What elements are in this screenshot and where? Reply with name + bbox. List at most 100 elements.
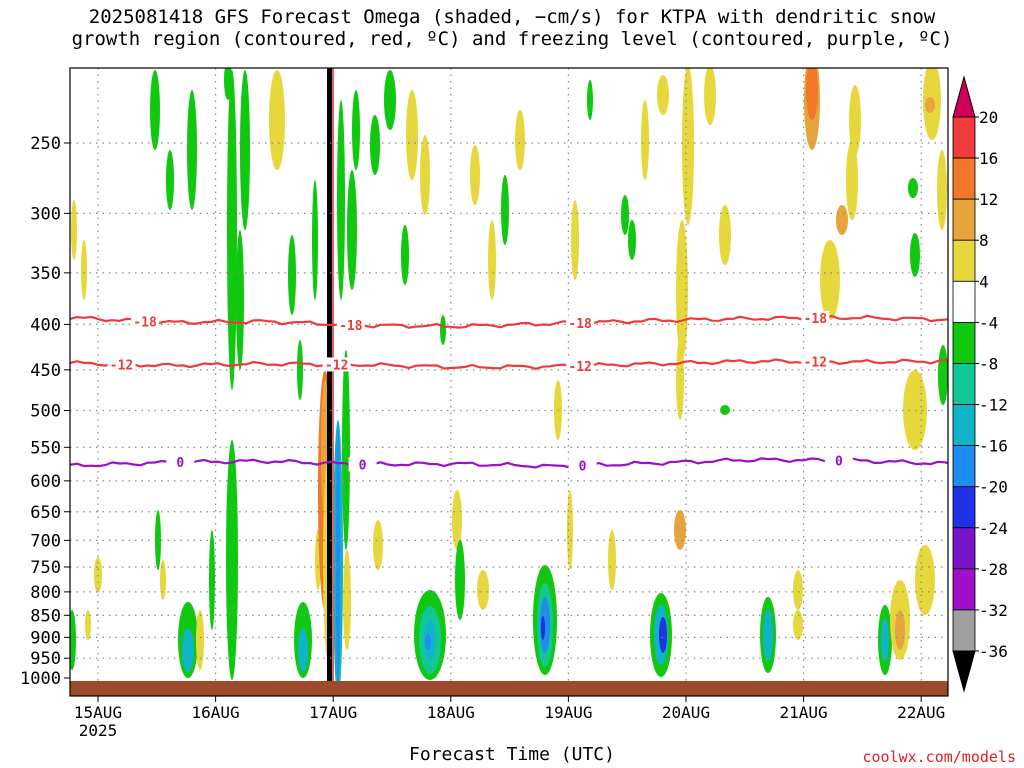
chart-title-line2: growth region (contoured, red, ºC) and f…: [71, 28, 953, 50]
y-tick-label: 900: [30, 628, 61, 648]
y-tick-label: 350: [30, 264, 61, 284]
contour-label: 0: [835, 454, 843, 469]
contour-label: -12: [325, 358, 348, 373]
omega-cell: [71, 200, 77, 260]
omega-cell: [674, 510, 686, 550]
omega-cell: [336, 430, 340, 690]
y-tick-label: 1000: [20, 669, 61, 689]
omega-cell: [515, 110, 525, 170]
omega-cell: [420, 135, 430, 215]
omega-cell: [682, 68, 694, 225]
source-credit: coolwx.com/models: [862, 748, 1016, 766]
chart-title: 2025081418 GFS Forecast Omega (shaded, −…: [0, 6, 1024, 50]
y-axis: 2503003504004505005506006507007508008509…: [20, 134, 70, 689]
omega-cell: [676, 340, 684, 420]
colorbar-box: [952, 404, 976, 447]
omega-cell: [182, 628, 194, 672]
contour-label: -18: [339, 319, 363, 334]
contour-label-bg: [801, 310, 830, 325]
colorbar-top-arrow: [952, 75, 976, 118]
omega-cell: [85, 610, 91, 640]
omega-cell: [288, 235, 296, 315]
omega-cell: [401, 225, 409, 285]
contour-label-bg: [322, 357, 351, 372]
y-tick-label: 400: [30, 315, 61, 335]
contour-label-bg: [336, 317, 365, 332]
colorbar-label: -20: [979, 478, 1008, 497]
omega-cell: [846, 140, 858, 220]
omega-cell: [763, 609, 773, 661]
omega-cell: [370, 115, 380, 175]
contour-label: 0: [359, 458, 367, 473]
colorbar-label: -4: [979, 313, 998, 332]
contour-label: 0: [579, 460, 587, 475]
x-tick-label: 21AUG: [780, 703, 828, 722]
colorbar: 20 16 12 8 4 -4 -8 -12 -16 -20 -24 -28 -32 -36: [952, 75, 1008, 693]
colorbar-box: [952, 157, 976, 200]
grid-lines: [70, 68, 948, 696]
contour-label-bg: [568, 458, 597, 473]
omega-cell: [793, 610, 803, 640]
omega-shading: [70, 68, 948, 696]
colorbar-box: [952, 527, 976, 570]
contour-label: -18: [568, 317, 592, 332]
plot-frame: [69, 67, 949, 697]
omega-cell: [240, 70, 250, 230]
omega-cell: [719, 205, 731, 265]
omega-cell: [196, 610, 204, 670]
colorbar-label: -32: [979, 601, 1008, 620]
omega-cell: [342, 350, 350, 550]
contour-label: -18: [804, 312, 828, 327]
y-tick-label: 850: [30, 606, 61, 626]
omega-cell: [455, 540, 465, 620]
omega-cell: [571, 200, 579, 280]
contour-label: -12: [804, 356, 827, 371]
colorbar-box: [952, 363, 976, 405]
omega-cell: [425, 634, 431, 650]
contour-label: -18: [133, 315, 157, 330]
omega-cell: [347, 170, 357, 290]
omega-cell: [621, 195, 629, 235]
omega-cell: [657, 75, 669, 115]
omega-cell: [793, 570, 803, 610]
omega-cell: [836, 205, 848, 235]
colorbar-label: -16: [979, 437, 1008, 456]
omega-cell: [470, 145, 480, 205]
colorbar-box: [952, 116, 976, 159]
omega-cell: [269, 70, 285, 170]
colorbar-box: [952, 198, 976, 241]
omega-cell: [209, 530, 215, 630]
chart-title-line1: 2025081418 GFS Forecast Omega (shaded, −…: [88, 6, 936, 28]
x-tick-label: 18AUG: [427, 703, 475, 722]
omega-cell: [406, 90, 418, 180]
x-axis-title: Forecast Time (UTC): [409, 744, 615, 765]
y-tick-label: 500: [30, 402, 61, 422]
omega-cell: [440, 315, 446, 345]
colorbar-label: -36: [979, 642, 1008, 661]
contour-label: -12: [568, 360, 591, 375]
x-tick-label: 19AUG: [544, 703, 592, 722]
omega-cell: [227, 70, 237, 390]
omega-cell: [187, 90, 197, 210]
omega-cell: [541, 616, 545, 640]
colorbar-box: [952, 486, 976, 529]
omega-cell: [337, 100, 345, 300]
x-tick-year-label: 2025: [79, 721, 118, 740]
omega-cell: [155, 510, 161, 570]
contour-label: -12: [110, 358, 133, 373]
omega-cell: [312, 180, 318, 300]
omega-cell: [628, 220, 636, 260]
colorbar-label: -8: [979, 354, 998, 373]
omega-cell: [676, 220, 688, 360]
colorbar-label: 8: [979, 231, 989, 250]
contour-label-bg: [107, 357, 136, 372]
omega-cell: [150, 70, 160, 150]
x-tick-label: 17AUG: [309, 703, 357, 722]
contour-label-bg: [566, 358, 595, 373]
omega-cell: [226, 440, 238, 680]
omega-cell: [160, 560, 166, 600]
y-tick-label: 800: [30, 583, 61, 603]
omega-cell: [343, 550, 351, 650]
omega-cell: [925, 97, 935, 113]
contour-line--12: [70, 358, 948, 370]
